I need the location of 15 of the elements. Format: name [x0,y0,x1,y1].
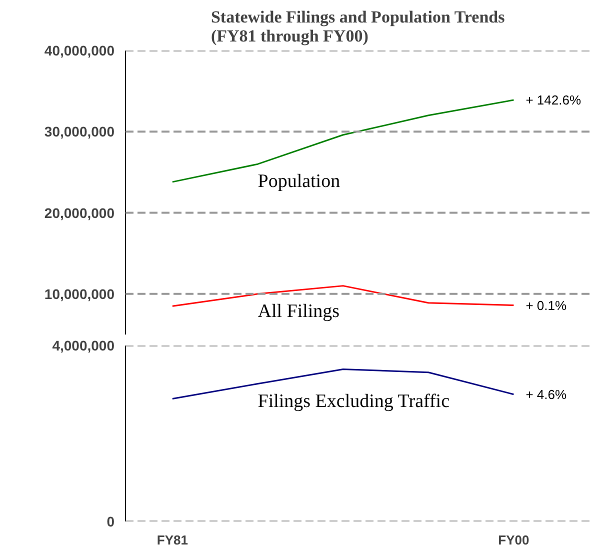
x-tick-label: FY81 [156,532,188,548]
series-label: Population [258,171,341,192]
annotation: + 0.1% [526,298,567,313]
y-tick-label: 10,000,000 [44,286,115,302]
y-tick-label: 30,000,000 [44,124,115,140]
y-tick-label: 4,000,000 [52,338,115,354]
annotation: + 4.6% [526,386,567,402]
x-tick-label: FY00 [498,532,530,548]
y-tick-label: 20,000,000 [44,204,115,221]
y-tick-label: 40,000,000 [44,42,115,58]
y-tick-label: 0 [106,514,115,530]
annotation: + 142.6% [526,92,582,108]
chart-title: Statewide Filings and Population Trends (FY81 through FY00) [210,8,506,46]
series-label: Filings Excluding Traffic [258,390,450,412]
series-label: All Filings [258,300,340,322]
